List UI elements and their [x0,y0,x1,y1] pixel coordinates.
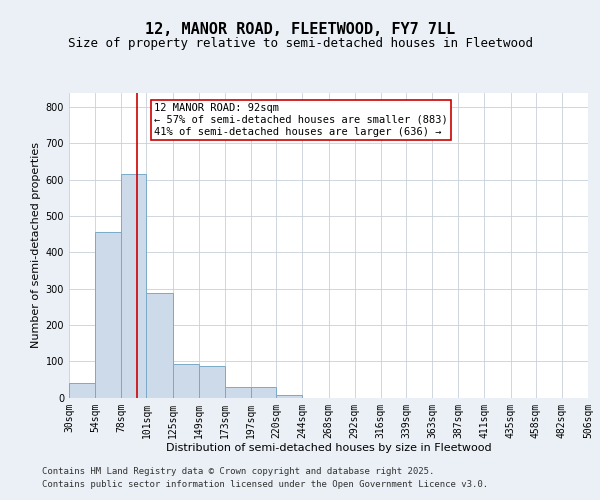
Y-axis label: Number of semi-detached properties: Number of semi-detached properties [31,142,41,348]
X-axis label: Distribution of semi-detached houses by size in Fleetwood: Distribution of semi-detached houses by … [166,443,491,453]
Bar [121,174,146,398]
Bar [173,364,199,398]
Bar [146,294,173,398]
Bar [69,383,95,398]
Text: 12 MANOR ROAD: 92sqm
← 57% of semi-detached houses are smaller (883)
41% of semi: 12 MANOR ROAD: 92sqm ← 57% of semi-detac… [154,104,448,136]
Bar [225,386,251,398]
Text: Size of property relative to semi-detached houses in Fleetwood: Size of property relative to semi-detach… [67,38,533,51]
Text: Contains public sector information licensed under the Open Government Licence v3: Contains public sector information licen… [42,480,488,489]
Text: 12, MANOR ROAD, FLEETWOOD, FY7 7LL: 12, MANOR ROAD, FLEETWOOD, FY7 7LL [145,22,455,38]
Bar [251,386,276,398]
Bar [95,232,121,398]
Text: Contains HM Land Registry data © Crown copyright and database right 2025.: Contains HM Land Registry data © Crown c… [42,467,434,476]
Bar [199,366,225,398]
Bar [276,394,302,398]
